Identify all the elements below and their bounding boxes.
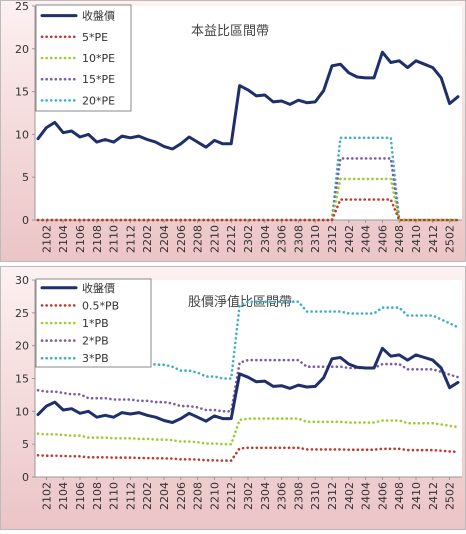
x-tick-label: 2102 (40, 482, 53, 510)
x-tick-label: 2306 (276, 225, 289, 253)
legend-label: 1*PB (82, 317, 109, 330)
chart-title: 股價淨值比區間帶 (188, 294, 292, 310)
y-tick-label: 0 (22, 471, 29, 484)
legend-label: 3*PB (82, 352, 109, 365)
y-tick-label: 10 (15, 405, 29, 418)
x-tick-label: 2208 (192, 225, 205, 253)
x-tick-label: 2402 (343, 225, 356, 253)
legend-label: 10*PE (82, 52, 115, 65)
series-line (36, 346, 460, 424)
x-tick-label: 2204 (158, 482, 171, 510)
series-line (36, 198, 460, 222)
x-tick-label: 2206 (175, 225, 188, 253)
x-tick-label: 2212 (225, 482, 238, 510)
x-tick-label: 2502 (444, 482, 457, 510)
x-tick-label: 2108 (91, 225, 104, 253)
x-tick-label: 2206 (175, 482, 188, 510)
x-tick-label: 2312 (326, 225, 339, 253)
legend-label: 15*PE (82, 73, 115, 86)
x-tick-label: 2302 (242, 482, 255, 510)
x-tick-label: 2306 (276, 482, 289, 510)
x-tick-label: 2212 (225, 225, 238, 253)
x-tick-label: 2408 (393, 482, 406, 510)
y-tick-label: 15 (15, 86, 29, 99)
series-line (36, 417, 460, 446)
x-tick-label: 2410 (410, 225, 423, 253)
x-tick-label: 2112 (124, 482, 137, 510)
x-tick-label: 2108 (91, 482, 104, 510)
x-tick-label: 2104 (57, 225, 70, 253)
x-tick-label: 2312 (326, 482, 339, 510)
legend-label: 2*PB (82, 335, 109, 348)
x-tick-label: 2202 (141, 482, 154, 510)
x-tick-label: 2308 (292, 482, 305, 510)
x-tick-label: 2104 (57, 482, 70, 510)
x-tick-label: 2308 (292, 225, 305, 253)
x-tick-label: 2502 (444, 225, 457, 253)
x-tick-label: 2406 (376, 482, 389, 510)
x-tick-label: 2404 (360, 225, 373, 253)
y-tick-label: 5 (22, 438, 29, 451)
y-tick-label: 30 (15, 274, 29, 287)
x-tick-label: 2406 (376, 225, 389, 253)
series-line (36, 358, 460, 413)
legend-label: 收盤價 (82, 9, 115, 23)
x-tick-label: 2110 (108, 225, 121, 253)
legend-label: 收盤價 (82, 281, 115, 295)
x-tick-label: 2102 (40, 225, 53, 253)
chart-title: 本益比區間帶 (191, 24, 269, 39)
x-tick-label: 2202 (141, 225, 154, 253)
x-tick-label: 2310 (309, 225, 322, 253)
legend-label: 0.5*PB (82, 299, 119, 312)
x-tick-label: 2110 (108, 482, 121, 510)
y-tick-label: 10 (15, 128, 29, 141)
y-tick-label: 0 (22, 214, 29, 227)
x-tick-label: 2302 (242, 225, 255, 253)
x-tick-label: 2410 (410, 482, 423, 510)
x-tick-label: 2210 (208, 225, 221, 253)
y-tick-label: 20 (15, 43, 29, 56)
x-tick-label: 2412 (427, 225, 440, 253)
x-tick-label: 2402 (343, 482, 356, 510)
y-tick-label: 20 (15, 340, 29, 353)
x-tick-label: 2412 (427, 482, 440, 510)
y-tick-label: 25 (15, 307, 29, 320)
series-line (36, 50, 460, 151)
x-tick-label: 2310 (309, 482, 322, 510)
x-tick-label: 2210 (208, 482, 221, 510)
legend-label: 5*PE (82, 31, 108, 44)
legend-label: 20*PE (82, 94, 115, 107)
x-tick-label: 2112 (124, 225, 137, 253)
x-tick-label: 2208 (192, 482, 205, 510)
y-tick-label: 25 (15, 0, 29, 13)
x-tick-label: 2106 (74, 482, 87, 510)
y-tick-label: 5 (22, 171, 29, 184)
x-tick-label: 2106 (74, 225, 87, 253)
series-line (36, 446, 460, 462)
x-tick-label: 2304 (259, 482, 272, 510)
x-tick-label: 2304 (259, 225, 272, 253)
x-tick-label: 2204 (158, 225, 171, 253)
y-tick-label: 15 (15, 373, 29, 386)
x-tick-label: 2408 (393, 225, 406, 253)
x-tick-label: 2404 (360, 482, 373, 510)
